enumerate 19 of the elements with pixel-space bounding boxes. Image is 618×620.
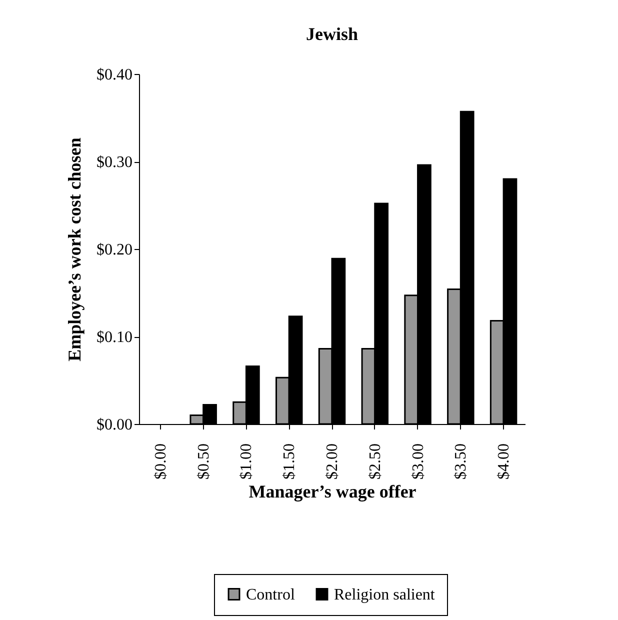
y-tick-label: $0.10 (96, 329, 132, 346)
x-tick-label: $0.50 (195, 444, 212, 480)
legend-label: Religion salient (334, 586, 436, 604)
y-tick-label: $0.30 (96, 154, 132, 171)
x-tick-label: $2.00 (324, 444, 341, 480)
x-tick-label: $2.50 (366, 444, 384, 480)
x-tick-label: $3.50 (452, 444, 470, 480)
y-axis-title: Employee’s work cost chosen (64, 138, 84, 362)
chart-title: Jewish (306, 24, 358, 44)
x-tick-label: $0.00 (152, 444, 170, 480)
x-tick-label: $4.00 (496, 444, 513, 480)
y-tick-label: $0.20 (96, 242, 132, 258)
x-tick-label: $1.00 (238, 444, 256, 480)
x-tick-label: $1.50 (281, 444, 298, 480)
x-axis-title: Manager’s wage offer (248, 482, 416, 502)
x-tick-label: $3.00 (410, 444, 427, 480)
y-tick-label: $0.40 (96, 66, 132, 84)
y-tick-label: $0.00 (96, 416, 132, 434)
legend-label: Control (246, 586, 296, 604)
